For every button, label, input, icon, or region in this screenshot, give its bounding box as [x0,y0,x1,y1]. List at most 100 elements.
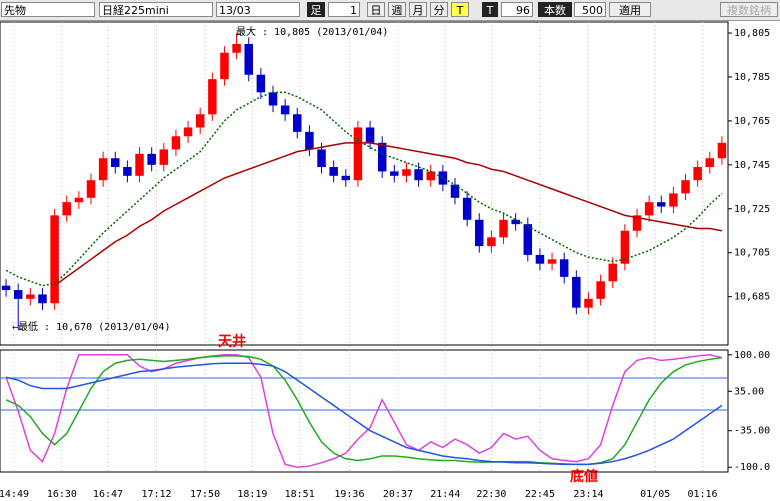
y-tick-label: 10,785 [734,72,770,83]
toolbar: 先物 日経225mini 13/03 足 1 日 週 月 分 T T 96 本数… [0,0,780,21]
candle-body [232,43,241,53]
period-button[interactable]: T [451,2,469,17]
price-panel [0,21,729,346]
x-tick-label: 19:36 [334,489,364,500]
candle-body [1,285,11,291]
candle-body [135,153,144,176]
candle-body [183,127,193,137]
candle-body [86,180,96,198]
t-label: T [482,2,498,17]
osc-line [5,355,723,466]
y-tick-label: -35.00 [734,426,770,437]
candle-body [50,215,59,304]
x-tick-label: 18:51 [285,489,315,500]
count-input[interactable]: 500 [574,2,606,17]
x-tick-label: 22:45 [525,489,555,500]
candle-body [341,175,351,181]
candle-body [353,127,363,181]
candle-body [220,52,229,80]
candle-body [644,202,654,216]
candle-body [171,136,181,150]
period-button[interactable]: 月 [409,2,427,17]
candle-body [293,114,302,132]
x-tick-label: 20:37 [383,489,413,500]
market-select[interactable]: 先物 [1,2,95,17]
candle-body [705,158,715,168]
candle-body [26,294,35,299]
t-input[interactable]: 96 [501,2,533,17]
candle-body [280,105,290,115]
candle-body [208,79,217,115]
candle-body [559,259,569,277]
candle-body [438,171,448,185]
x-tick-label: 17:50 [190,489,220,500]
candle-body [38,294,47,304]
candle-body [547,259,557,264]
y-tick-label: 10,805 [734,28,770,39]
candle-body [608,263,617,282]
candle-body [268,92,278,106]
ma-line [5,91,723,287]
candle-body [74,197,84,203]
ashi-label: 足 [307,2,325,17]
annotation: ←最低 : 10,670 (2013/01/04) [12,320,170,333]
contract-select[interactable]: 13/03 [216,2,300,17]
x-tick-label: 17:12 [141,489,171,500]
annotation: 底値 [570,468,598,485]
candle-body [693,167,702,181]
candle-body [195,114,205,128]
candle-body [632,215,642,231]
osc-panel [0,349,729,473]
y-tick-label: 10,745 [734,160,770,171]
candle-body [111,158,120,168]
candle-body [572,276,581,308]
chart: 14:49 16:30 16:47 17:12 17:50 18:19 18:51 19:36… [0,21,770,500]
candle-body [584,298,593,308]
candle-body [62,202,71,216]
candle-body [450,184,460,198]
osc-line [5,354,723,468]
candle-body [596,281,605,299]
y-tick-label: 100.00 [734,350,770,361]
count-label: 本数 [538,2,572,17]
multi-button[interactable]: 複数銘柄 [720,2,778,17]
candle-body [511,219,520,225]
candle-body [717,142,727,159]
candle-body [329,167,338,176]
candle-body [123,167,132,176]
candle-body [256,74,266,93]
x-tick-label: 23:14 [573,489,603,500]
period-button[interactable]: 週 [388,2,406,17]
y-tick-label: 10,725 [734,204,770,215]
candle-body [414,169,423,181]
candle-body [244,43,253,75]
y-tick-label: 35.00 [734,386,764,397]
x-tick-label: 21:44 [430,489,460,500]
y-tick-label: 10,765 [734,116,770,127]
x-tick-label: 01:16 [687,489,717,500]
candle-body [390,171,399,176]
candle-body [159,149,169,165]
candle-body [499,219,508,238]
period-button[interactable]: 分 [430,2,448,17]
candle-body [487,237,496,247]
period-button[interactable]: 日 [367,2,385,17]
candle-body [365,127,375,143]
candle-body [426,171,435,181]
y-tick-label: 10,705 [734,248,770,259]
candle-body [523,224,533,255]
ashi-input[interactable]: 1 [328,2,360,17]
symbol-select[interactable]: 日経225mini [99,2,213,17]
candle-body [620,230,630,264]
annotation: 最大 : 10,805 (2013/01/04) [236,25,388,38]
candle-body [669,193,678,207]
x-tick-label: 14:49 [0,489,29,500]
candle-body [377,142,387,172]
candle-body [657,202,666,207]
candle-body [475,219,484,247]
candle-body [13,290,23,299]
apply-button[interactable]: 適用 [609,2,651,17]
x-tick-label: 22:30 [476,489,506,500]
candle-body [98,158,108,181]
